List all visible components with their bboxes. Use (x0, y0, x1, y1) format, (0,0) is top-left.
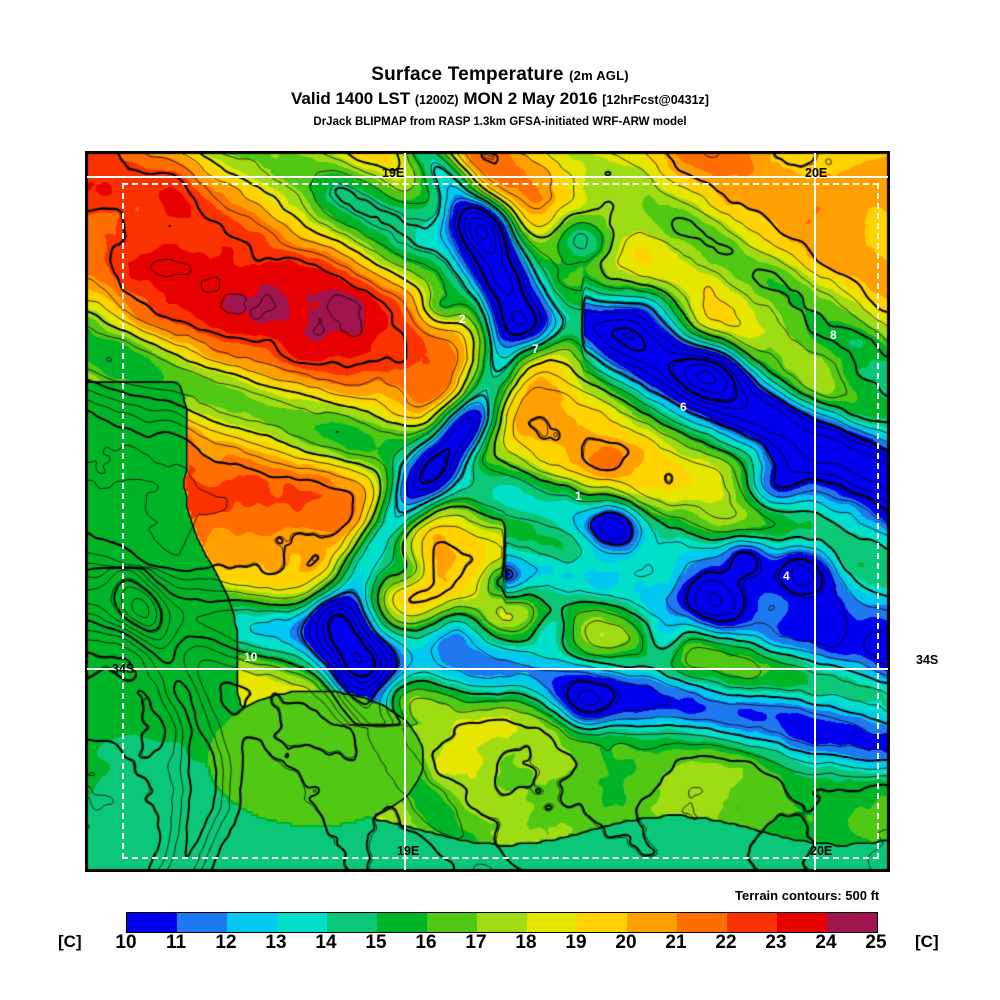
axis-label-right-34s: 34S (916, 653, 939, 667)
colorbar-tick-15: 15 (365, 932, 387, 953)
colorbar-tick-25: 25 (865, 932, 887, 953)
colorbar-tick-labels: 10 11 12 13 14 15 16 17 18 19 20 21 22 23 24 25 (0, 933, 1000, 959)
colorbar-unit-left: [C] (58, 932, 82, 951)
grid-label-19e-0: 19E (382, 166, 405, 180)
colorbar: [C] 10 11 12 13 14 15 16 17 18 19 20 21 22 23 24 25 [C] (0, 908, 1000, 968)
colorbar-tick-12: 12 (215, 932, 237, 953)
terrain-contour-note: Terrain contours: 500 ft (735, 888, 880, 903)
colorbar-tick-17: 17 (465, 932, 487, 953)
colorbar-band-10 (127, 913, 177, 932)
valid-date: MON 2 May 2016 (463, 89, 598, 108)
title-source: DrJack BLIPMAP from RASP 1.3km GFSA-init… (313, 116, 687, 128)
colorbar-unit-right: [C] (915, 932, 939, 951)
colorbar-tick-11: 11 (165, 932, 187, 953)
colorbar-band-15 (377, 913, 427, 932)
colorbar-band-21 (677, 913, 727, 932)
grid-label-20e-3: 20E (810, 844, 833, 858)
forecast-tag: [12hrFcst@0431z] (602, 93, 709, 107)
valid-prefix: Valid 1400 LST (291, 89, 411, 108)
valid-zulu: (1200Z) (414, 93, 459, 107)
colorbar-band-12 (227, 913, 277, 932)
colorbar-tick-13: 13 (265, 932, 287, 953)
gridline-lon-20e (814, 153, 816, 870)
colorbar-band-13 (277, 913, 327, 932)
colorbar-band-22 (727, 913, 777, 932)
grid-label-19e-2: 19E (397, 844, 420, 858)
colorbar-band-20 (627, 913, 677, 932)
colorbar-tick-22: 22 (715, 932, 737, 953)
title-block: Surface Temperature (2m AGL) Valid 1400 … (0, 64, 1000, 130)
colorbar-tick-18: 18 (515, 932, 537, 953)
colorbar-tick-20: 20 (615, 932, 637, 953)
colorbar-tick-21: 21 (665, 932, 687, 953)
grid-label-20e-1: 20E (805, 166, 828, 180)
colorbar-band-16 (427, 913, 477, 932)
colorbar-tick-14: 14 (315, 932, 337, 953)
temperature-field-canvas (87, 153, 888, 870)
colorbar-tick-16: 16 (415, 932, 437, 953)
station-marker-6[interactable]: 6 (680, 400, 687, 414)
colorbar-swatches (126, 912, 878, 933)
colorbar-band-17 (477, 913, 527, 932)
station-marker-2[interactable]: 2 (459, 312, 466, 326)
colorbar-tick-10: 10 (115, 932, 137, 953)
colorbar-band-24 (827, 913, 877, 932)
colorbar-band-14 (327, 913, 377, 932)
colorbar-tick-23: 23 (765, 932, 787, 953)
colorbar-tick-19: 19 (565, 932, 587, 953)
title-valid-line: Valid 1400 LST (1200Z) MON 2 May 2016 [1… (0, 88, 1000, 111)
gridline-lat-33s (87, 176, 888, 178)
gridline-lat-34s (87, 668, 888, 670)
temperature-map[interactable]: 19E 20E 19E 20E 34S 2 7 6 8 1 4 10 (85, 151, 890, 872)
colorbar-band-19 (577, 913, 627, 932)
station-marker-8[interactable]: 8 (830, 328, 837, 342)
station-marker-7[interactable]: 7 (532, 342, 539, 356)
station-marker-4[interactable]: 4 (783, 569, 790, 583)
page-title: Surface Temperature (2m AGL) (0, 64, 1000, 87)
station-marker-10[interactable]: 10 (244, 650, 258, 664)
colorbar-band-11 (177, 913, 227, 932)
colorbar-tick-24: 24 (815, 932, 837, 953)
title-main: Surface Temperature (371, 64, 564, 85)
domain-box (122, 183, 879, 859)
station-marker-1[interactable]: 1 (575, 489, 582, 503)
colorbar-band-18 (527, 913, 577, 932)
colorbar-band-23 (777, 913, 827, 932)
grid-label-34s-4: 34S (112, 662, 135, 676)
gridline-lon-19e (404, 153, 406, 870)
title-main-sub: (2m AGL) (569, 68, 629, 83)
